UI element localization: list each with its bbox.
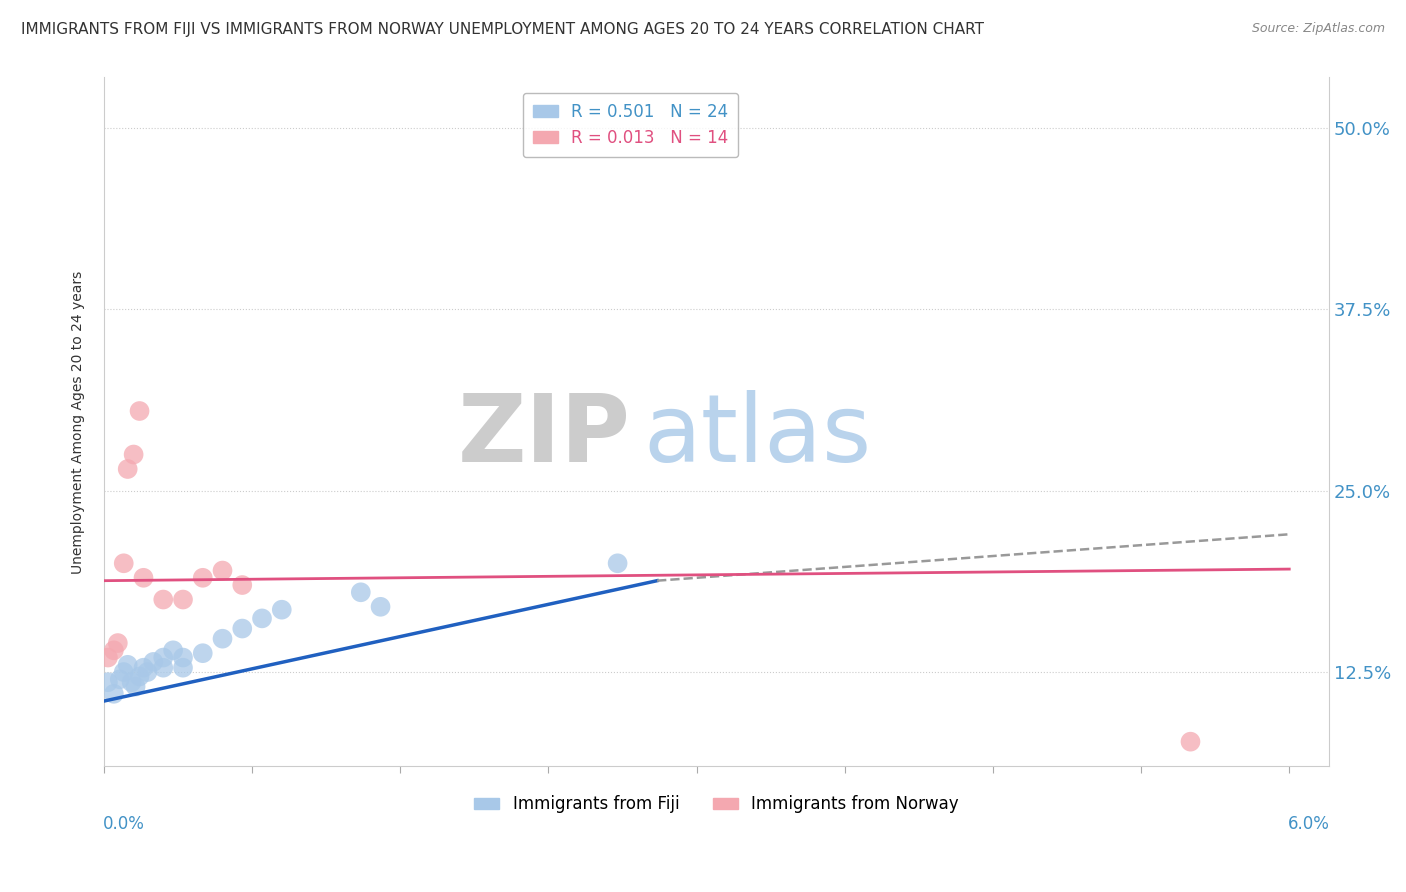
Point <box>132 661 155 675</box>
Point <box>103 643 125 657</box>
Text: atlas: atlas <box>643 390 872 482</box>
Point <box>112 665 135 679</box>
Legend: Immigrants from Fiji, Immigrants from Norway: Immigrants from Fiji, Immigrants from No… <box>468 789 965 820</box>
Point <box>191 646 214 660</box>
Y-axis label: Unemployment Among Ages 20 to 24 years: Unemployment Among Ages 20 to 24 years <box>72 270 86 574</box>
Point <box>370 599 392 614</box>
Text: 0.0%: 0.0% <box>103 814 145 832</box>
Point <box>128 669 150 683</box>
Point <box>270 603 292 617</box>
Point <box>107 636 129 650</box>
Point <box>124 680 146 694</box>
Point <box>172 661 194 675</box>
Point <box>172 650 194 665</box>
Point <box>103 687 125 701</box>
Point <box>97 650 120 665</box>
Text: Source: ZipAtlas.com: Source: ZipAtlas.com <box>1251 22 1385 36</box>
Text: 6.0%: 6.0% <box>1288 814 1330 832</box>
Point <box>1180 734 1202 748</box>
Point <box>121 675 143 690</box>
Point <box>606 556 628 570</box>
Point <box>128 404 150 418</box>
Point <box>231 622 253 636</box>
Point <box>136 665 159 679</box>
Point <box>172 592 194 607</box>
Point <box>132 571 155 585</box>
Point <box>191 571 214 585</box>
Point <box>117 462 139 476</box>
Point <box>112 556 135 570</box>
Point <box>97 675 120 690</box>
Point <box>152 650 174 665</box>
Point <box>211 564 233 578</box>
Point <box>122 448 145 462</box>
Point <box>152 592 174 607</box>
Text: ZIP: ZIP <box>458 390 631 482</box>
Point <box>152 661 174 675</box>
Point <box>142 655 165 669</box>
Point <box>350 585 373 599</box>
Point <box>117 657 139 672</box>
Point <box>108 673 131 687</box>
Point <box>211 632 233 646</box>
Point <box>250 611 273 625</box>
Point <box>231 578 253 592</box>
Point <box>162 643 184 657</box>
Text: IMMIGRANTS FROM FIJI VS IMMIGRANTS FROM NORWAY UNEMPLOYMENT AMONG AGES 20 TO 24 : IMMIGRANTS FROM FIJI VS IMMIGRANTS FROM … <box>21 22 984 37</box>
